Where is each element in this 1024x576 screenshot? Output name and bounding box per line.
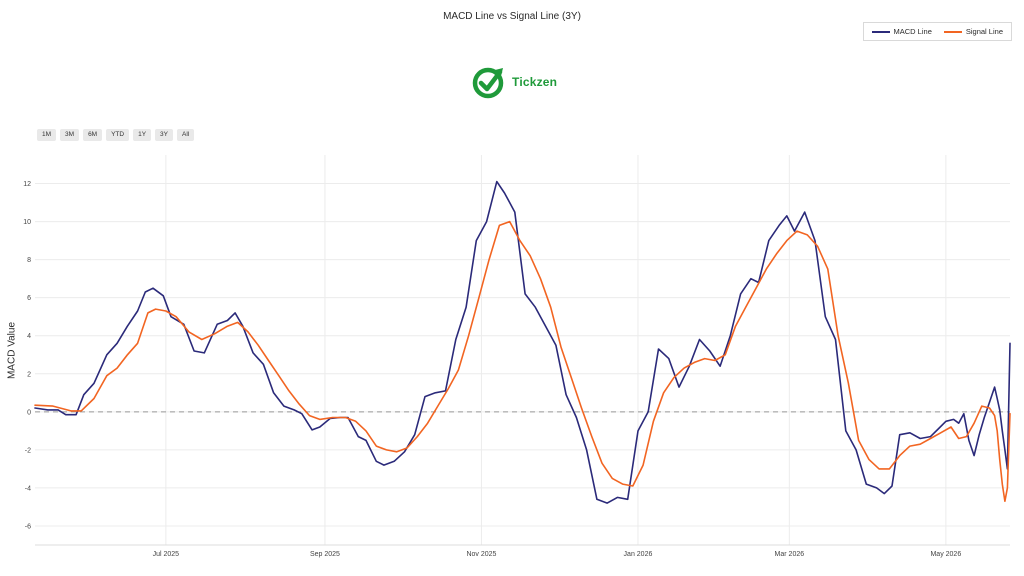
legend-label-signal: Signal Line [965, 27, 1003, 36]
macd-line-series[interactable] [34, 180, 1011, 504]
y-tick-label: 10 [23, 219, 31, 226]
signal-line-series[interactable] [34, 220, 1011, 502]
legend-label-macd: MACD Line [893, 27, 932, 36]
grid [35, 155, 1010, 545]
x-tick-label: May 2026 [930, 551, 961, 558]
y-tick-label: 4 [27, 333, 31, 340]
range-button-3y[interactable]: 3Y [155, 129, 173, 141]
checkmark-arrow-icon [472, 67, 504, 99]
y-tick-label: 2 [27, 371, 31, 378]
y-tick-label: 12 [23, 181, 31, 188]
logo-text: Tickzen [512, 75, 558, 89]
x-tick-label: Sep 2025 [310, 551, 340, 558]
range-button-ytd[interactable]: YTD [106, 129, 130, 141]
range-button-3m[interactable]: 3M [60, 129, 80, 141]
legend-item-signal[interactable]: Signal Line [943, 27, 1003, 36]
range-selector: 1M 3M 6M YTD 1Y 3Y All [37, 129, 195, 141]
series-layer [34, 180, 1011, 504]
y-tick-label: 6 [27, 295, 31, 302]
legend-swatch-signal [943, 30, 962, 33]
y-tick-label: 8 [27, 257, 31, 264]
legend-item-macd[interactable]: MACD Line [871, 27, 932, 36]
y-tick-label: -6 [25, 523, 31, 530]
legend-swatch-macd [871, 30, 890, 33]
range-button-1m[interactable]: 1M [37, 129, 57, 141]
tickzen-logo: Tickzen [470, 62, 557, 102]
x-tick-label: Jul 2025 [153, 551, 180, 558]
range-button-6m[interactable]: 6M [83, 129, 103, 141]
x-tick-label: Nov 2025 [466, 551, 496, 558]
legend: MACD Line Signal Line [862, 22, 1012, 41]
y-tick-label: -2 [25, 447, 31, 454]
range-button-all[interactable]: All [177, 129, 195, 141]
range-button-1y[interactable]: 1Y [133, 129, 152, 141]
axes-layer: -6 -4 -2 0 2 4 6 8 10 12 Jul 2025 Sep 2025 Nov 2025 J… [23, 181, 1010, 558]
x-tick-label: Mar 2026 [775, 551, 805, 558]
y-tick-label: 0 [27, 409, 31, 416]
y-tick-label: -4 [25, 485, 31, 492]
chart-title: MACD Line vs Signal Line (3Y) [443, 11, 581, 22]
x-tick-label: Jan 2026 [624, 551, 653, 558]
